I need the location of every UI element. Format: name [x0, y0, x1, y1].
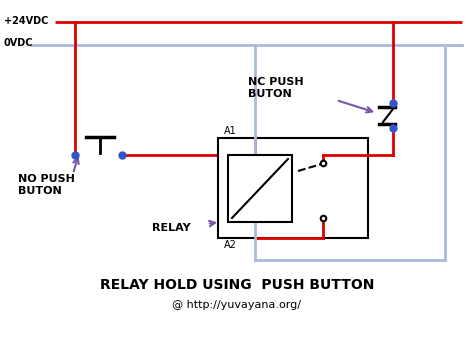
- Bar: [228, 155, 292, 222]
- Text: +24VDC: +24VDC: [4, 16, 48, 26]
- Text: RELAY HOLD USING  PUSH BUTTON: RELAY HOLD USING PUSH BUTTON: [100, 278, 374, 292]
- Text: NO PUSH
BUTON: NO PUSH BUTON: [18, 174, 75, 196]
- Text: A2: A2: [224, 240, 237, 250]
- Text: 0VDC: 0VDC: [4, 38, 34, 48]
- Bar: [218, 138, 368, 238]
- Text: RELAY: RELAY: [152, 223, 191, 233]
- Text: NC PUSH
BUTON: NC PUSH BUTON: [248, 77, 304, 99]
- Text: A1: A1: [224, 126, 237, 136]
- Text: @ http://yuvayana.org/: @ http://yuvayana.org/: [173, 300, 301, 310]
